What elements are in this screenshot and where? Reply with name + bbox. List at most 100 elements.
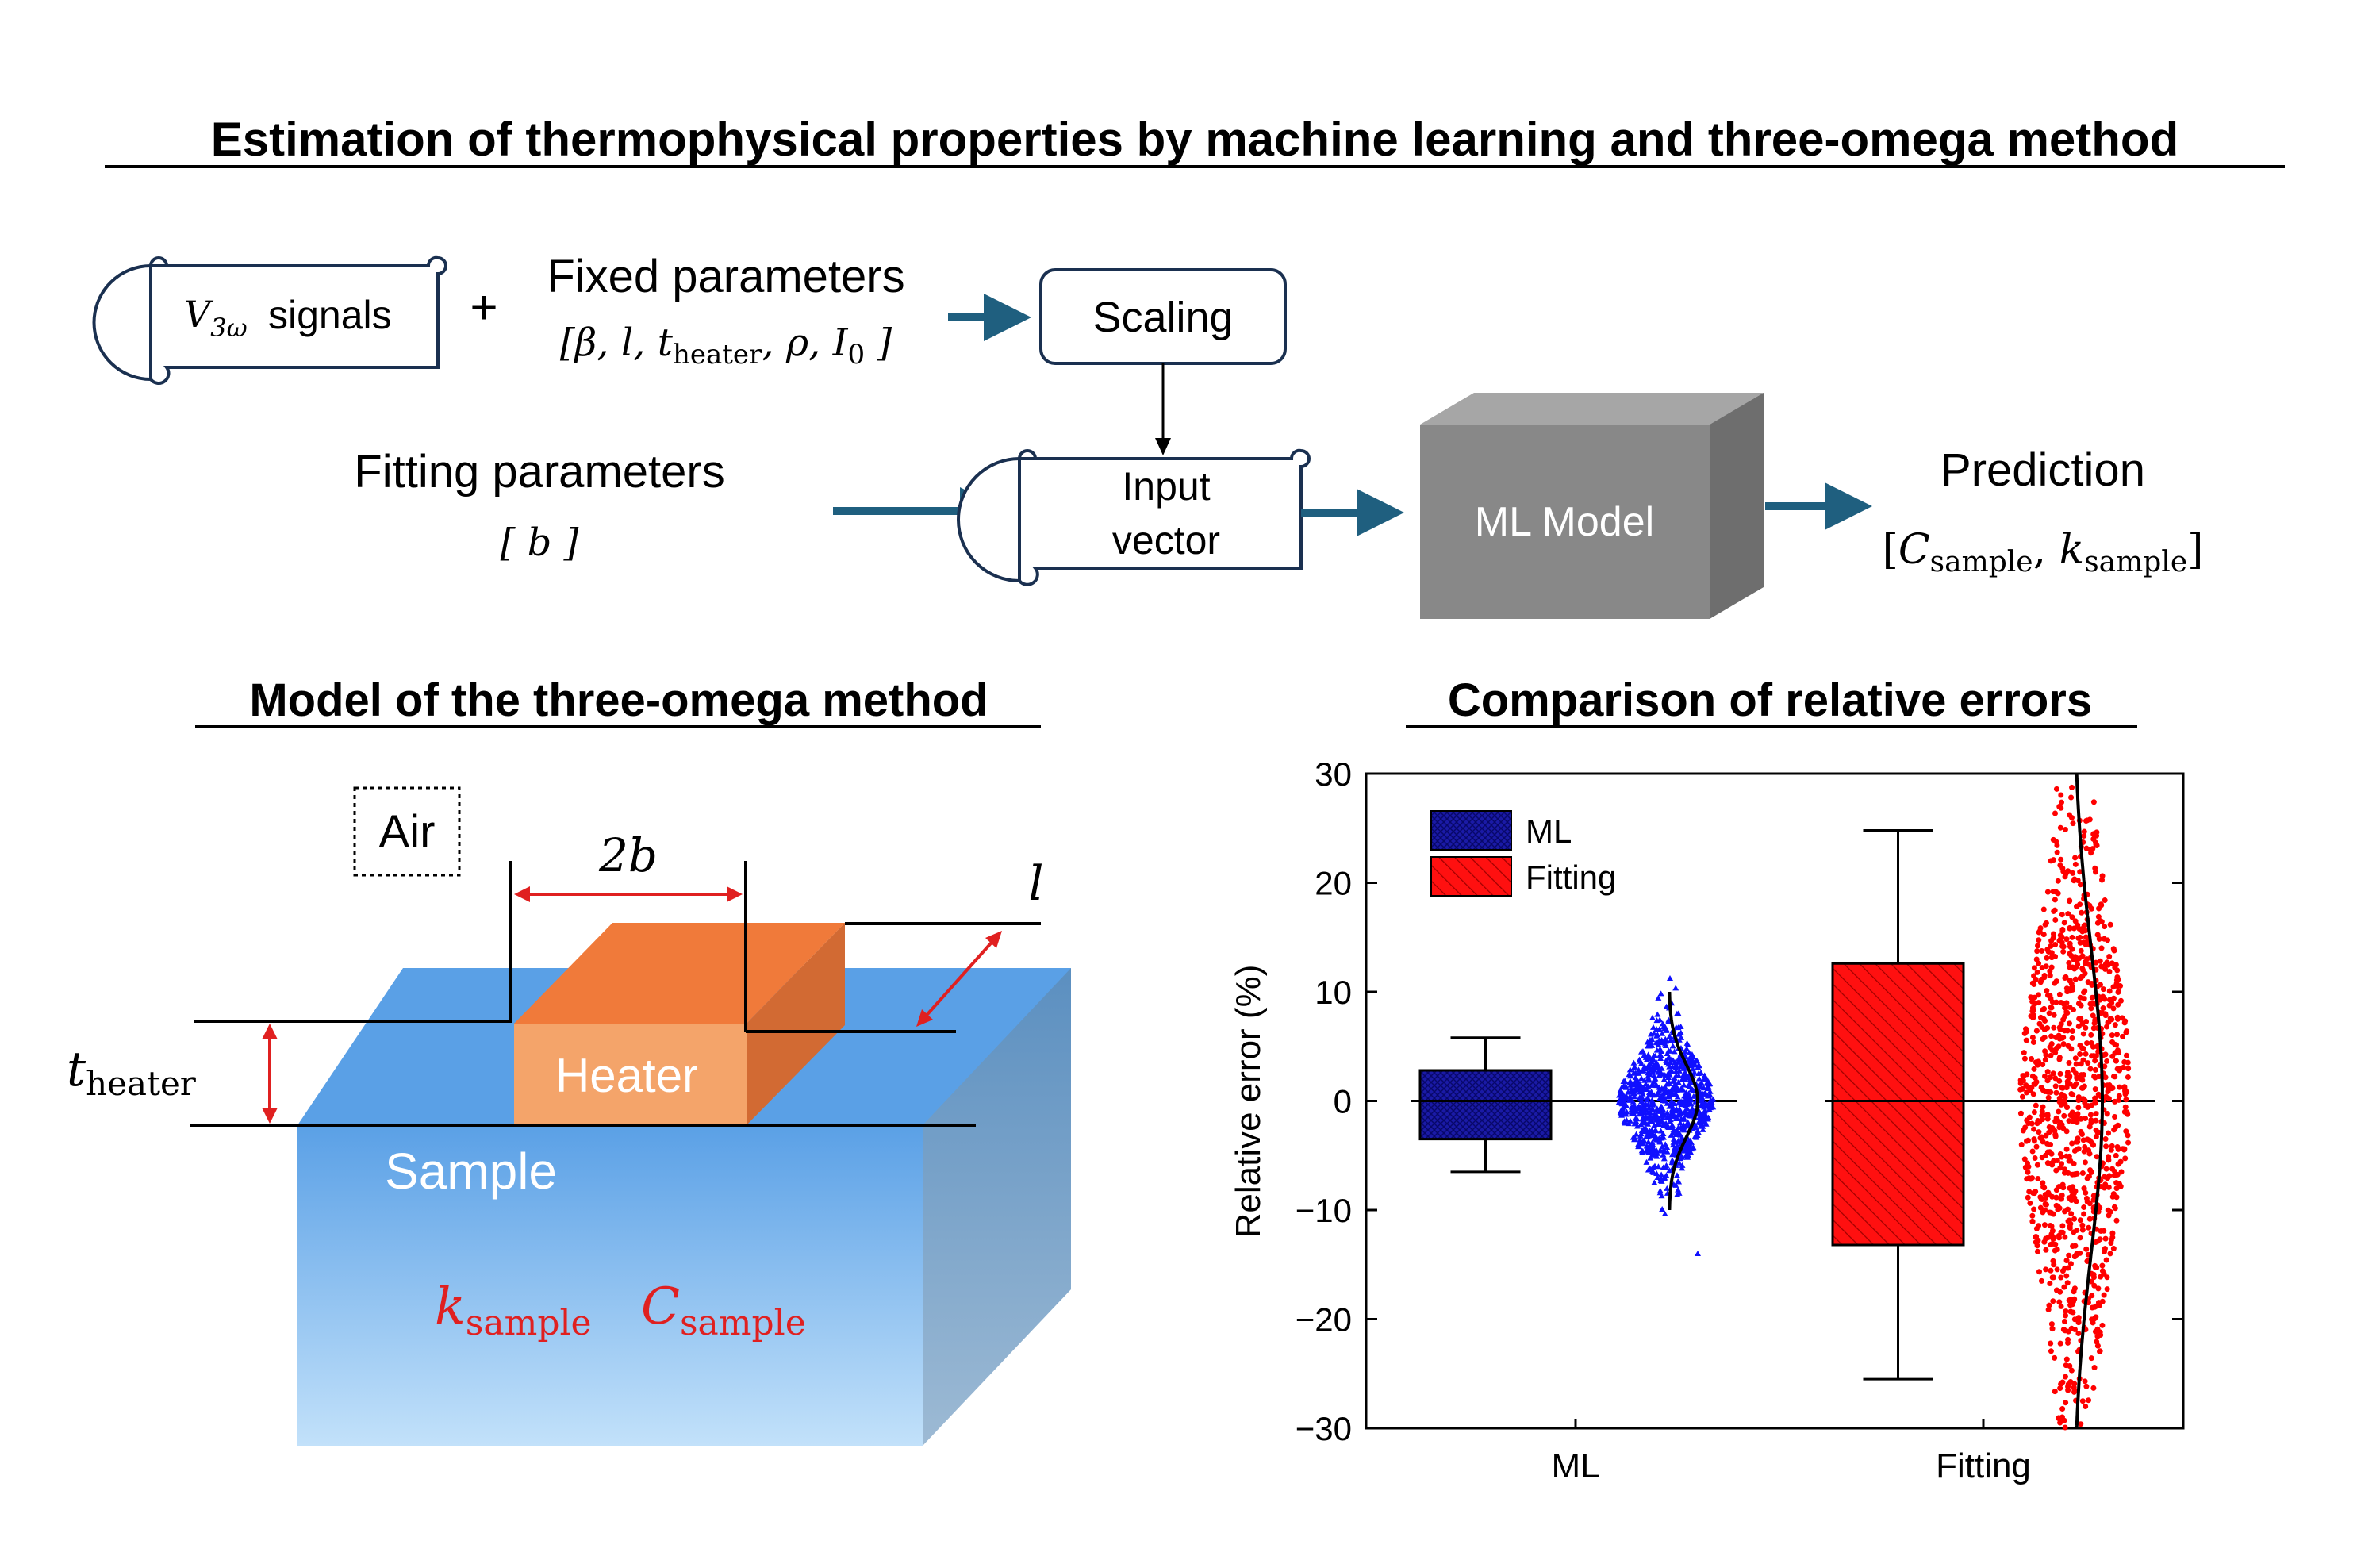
scatter-point-fitting bbox=[2102, 1246, 2108, 1252]
scatter-point-fitting bbox=[2052, 1128, 2058, 1134]
scatter-point-fitting bbox=[2099, 873, 2106, 879]
scatter-point-fitting bbox=[2029, 980, 2036, 986]
scatter-point-ml bbox=[1656, 1037, 1663, 1043]
scatter-point-fitting bbox=[2109, 1032, 2115, 1039]
scatter-point-ml bbox=[1676, 1098, 1683, 1105]
scatter-point-fitting bbox=[2065, 1328, 2071, 1335]
scatter-point-ml bbox=[1645, 1075, 1652, 1082]
scatter-point-fitting bbox=[2124, 1028, 2130, 1035]
scatter-point-ml bbox=[1668, 1124, 1675, 1130]
scatter-point-fitting bbox=[2057, 1070, 2063, 1077]
heater-label: Heater bbox=[555, 1049, 698, 1102]
scatter-point-fitting bbox=[2098, 963, 2105, 970]
scatter-point-ml bbox=[1665, 1078, 1672, 1085]
scatter-point-fitting bbox=[2092, 1100, 2098, 1106]
scatter-point-fitting bbox=[2058, 1303, 2064, 1309]
scatter-point-fitting bbox=[2121, 1084, 2128, 1090]
scatter-point-fitting bbox=[2099, 1268, 2106, 1274]
scatter-point-fitting bbox=[2041, 1185, 2048, 1191]
scatter-point-fitting bbox=[2068, 1211, 2075, 1217]
scatter-point-fitting bbox=[2071, 878, 2077, 884]
scatter-point-fitting bbox=[2041, 1073, 2048, 1079]
scatter-point-ml bbox=[1679, 1134, 1686, 1140]
scatter-point-fitting bbox=[2112, 1113, 2118, 1120]
scatter-point-fitting bbox=[2046, 1129, 2052, 1135]
scatter-point-ml bbox=[1660, 1134, 1667, 1140]
scatter-point-fitting bbox=[2034, 1062, 2040, 1068]
scatter-point-ml bbox=[1660, 1107, 1667, 1113]
scatter-point-fitting bbox=[2049, 1193, 2056, 1200]
scatter-point-fitting bbox=[2097, 982, 2103, 988]
scatter-point-ml bbox=[1626, 1073, 1633, 1079]
scatter-point-fitting bbox=[2063, 1308, 2069, 1315]
scatter-point-ml bbox=[1661, 1084, 1668, 1090]
scatter-point-fitting bbox=[2060, 1327, 2067, 1333]
input-vector-scroll bbox=[957, 448, 1311, 586]
scatter-point-ml bbox=[1659, 1143, 1666, 1150]
scatter-point-fitting bbox=[2088, 1278, 2094, 1285]
scatter-point-fitting bbox=[2056, 1055, 2063, 1061]
scatter-point-ml bbox=[1637, 1081, 1644, 1087]
scatter-point-fitting bbox=[2048, 1005, 2055, 1011]
scatter-point-fitting bbox=[2048, 938, 2055, 944]
scatter-point-ml bbox=[1687, 1112, 1694, 1119]
scatter-point-fitting bbox=[2084, 1136, 2090, 1143]
scatter-point-fitting bbox=[2056, 991, 2063, 997]
scatter-point-ml bbox=[1690, 1093, 1697, 1099]
scatter-point-fitting bbox=[2050, 889, 2056, 895]
scatter-point-fitting bbox=[2054, 1158, 2060, 1164]
scatter-point-ml bbox=[1672, 1062, 1679, 1069]
scatter-point-fitting bbox=[2114, 1014, 2121, 1020]
scatter-point-fitting bbox=[2079, 909, 2085, 916]
scatter-point-ml bbox=[1689, 1105, 1696, 1112]
scatter-point-ml bbox=[1676, 1067, 1683, 1074]
scatter-point-fitting bbox=[2034, 948, 2040, 955]
length-label-l: l bbox=[1028, 856, 1043, 912]
scatter-point-fitting bbox=[2037, 925, 2044, 932]
scatter-point-fitting bbox=[2058, 1381, 2064, 1387]
scatter-point-fitting bbox=[2069, 784, 2075, 790]
scatter-point-fitting bbox=[2048, 858, 2054, 864]
scatter-point-ml bbox=[1659, 1097, 1666, 1103]
scatter-point-fitting bbox=[2035, 1176, 2041, 1182]
scatter-point-ml bbox=[1704, 1116, 1711, 1122]
scatter-point-fitting bbox=[2036, 929, 2042, 936]
scatter-point-fitting bbox=[2109, 1085, 2115, 1092]
scatter-point-fitting bbox=[2117, 1183, 2124, 1189]
scatter-point-fitting bbox=[2054, 1266, 2060, 1273]
scatter-point-ml bbox=[1654, 1119, 1661, 1125]
scatter-point-fitting bbox=[2112, 964, 2118, 970]
scatter-point-fitting bbox=[2045, 1094, 2052, 1101]
scatter-point-ml bbox=[1618, 1112, 1626, 1118]
scatter-point-fitting bbox=[2117, 1066, 2123, 1072]
scatter-point-fitting bbox=[2037, 1204, 2044, 1211]
scatter-point-fitting bbox=[2072, 1055, 2079, 1062]
scatter-point-fitting bbox=[2094, 1343, 2101, 1349]
scatter-point-ml bbox=[1649, 1147, 1656, 1154]
scatter-point-fitting bbox=[2109, 960, 2115, 966]
scatter-point-ml bbox=[1649, 1151, 1656, 1158]
scatter-point-fitting bbox=[2093, 1239, 2099, 1246]
distribution-curve-ml bbox=[1668, 991, 1700, 1211]
scatter-point-fitting bbox=[2113, 1217, 2120, 1224]
scatter-point-fitting bbox=[2066, 959, 2072, 966]
heater-block bbox=[514, 923, 845, 1125]
scatter-point-fitting bbox=[2042, 1057, 2048, 1063]
scatter-point-ml bbox=[1645, 1139, 1652, 1145]
scatter-point-fitting bbox=[2053, 1035, 2059, 1041]
scatter-point-ml bbox=[1649, 1066, 1656, 1072]
scatter-point-fitting bbox=[2090, 799, 2097, 805]
scatter-point-fitting bbox=[2036, 960, 2042, 966]
scatter-point-fitting bbox=[2100, 1005, 2106, 1012]
scatter-point-ml bbox=[1650, 1078, 1657, 1085]
scatter-point-fitting bbox=[2067, 1302, 2074, 1308]
scatter-point-fitting bbox=[2031, 1206, 2037, 1212]
scatter-point-ml bbox=[1651, 1111, 1658, 1117]
scatter-point-fitting bbox=[2045, 1306, 2052, 1312]
scatter-point-ml bbox=[1657, 1177, 1664, 1183]
scatter-point-ml bbox=[1631, 1136, 1638, 1143]
scatter-point-fitting bbox=[2100, 986, 2106, 993]
scatter-point-ml bbox=[1616, 1092, 1623, 1098]
scatter-point-fitting bbox=[2048, 1160, 2054, 1166]
scatter-point-fitting bbox=[2082, 1378, 2088, 1385]
